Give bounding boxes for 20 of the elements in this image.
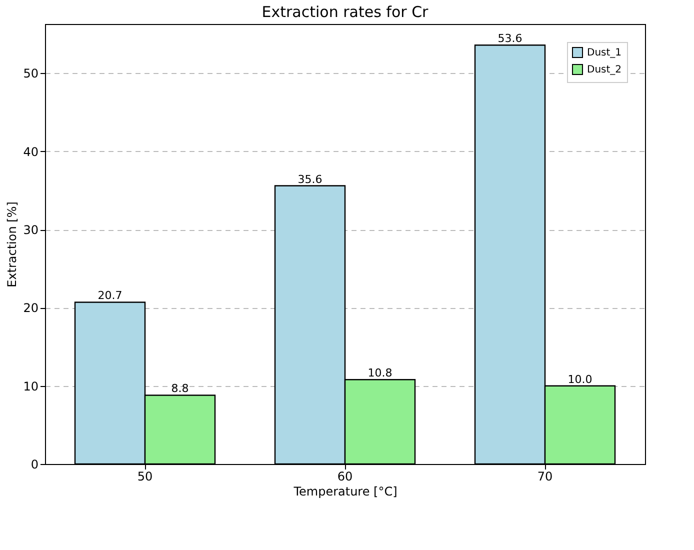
- y-tick-label: 20: [23, 301, 38, 316]
- y-axis-title: Extraction [%]: [5, 202, 20, 288]
- x-axis-title: Temperature [°C]: [292, 484, 398, 498]
- y-tick-label: 50: [23, 66, 38, 81]
- x-tick-label: 60: [337, 470, 353, 484]
- x-tick-label: 50: [137, 470, 153, 484]
- data-label: 35.6: [298, 172, 322, 186]
- legend-label: Dust_1: [587, 48, 622, 58]
- data-label: 20.7: [98, 289, 122, 302]
- data-label: 53.6: [498, 32, 522, 46]
- data-label: 10.8: [368, 366, 392, 380]
- y-tick-label: 30: [23, 223, 38, 238]
- data-label: 10.0: [568, 372, 592, 386]
- x-tick-label: 70: [537, 470, 553, 484]
- data-label: 8.8: [171, 382, 189, 396]
- chart-title: Extraction rates for Cr: [262, 3, 430, 21]
- y-tick-label: 10: [23, 379, 38, 394]
- legend-label: Dust_2: [587, 64, 622, 76]
- y-tick-label: 0: [30, 458, 38, 472]
- y-tick-label: 40: [23, 144, 38, 159]
